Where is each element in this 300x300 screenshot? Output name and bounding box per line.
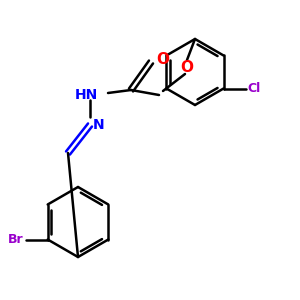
Text: HN: HN bbox=[75, 88, 98, 102]
Text: Br: Br bbox=[8, 233, 24, 246]
Text: O: O bbox=[181, 59, 194, 74]
Text: Cl: Cl bbox=[248, 82, 261, 95]
Text: O: O bbox=[156, 52, 169, 68]
Text: N: N bbox=[93, 118, 105, 132]
